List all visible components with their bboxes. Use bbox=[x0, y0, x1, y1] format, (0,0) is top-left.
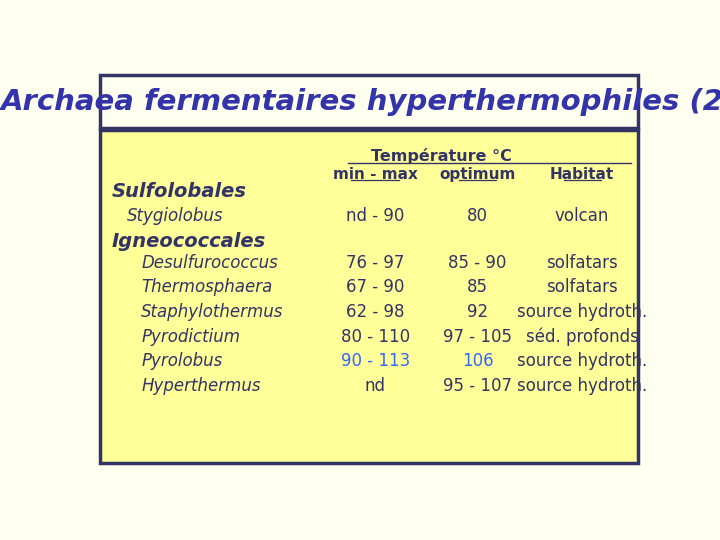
Text: min - max: min - max bbox=[333, 167, 418, 181]
Text: Stygiolobus: Stygiolobus bbox=[127, 207, 224, 226]
Text: Desulfurococcus: Desulfurococcus bbox=[141, 254, 278, 272]
Text: Habitat: Habitat bbox=[550, 167, 614, 181]
Text: Température °C: Température °C bbox=[372, 147, 513, 164]
Text: Staphylothermus: Staphylothermus bbox=[141, 303, 284, 321]
Text: 85 - 90: 85 - 90 bbox=[449, 254, 507, 272]
Text: 80 - 110: 80 - 110 bbox=[341, 328, 410, 346]
Text: 76 - 97: 76 - 97 bbox=[346, 254, 405, 272]
Text: Igneococcales: Igneococcales bbox=[112, 232, 266, 251]
Text: nd - 90: nd - 90 bbox=[346, 207, 405, 226]
Text: 92: 92 bbox=[467, 303, 488, 321]
Text: source hydroth.: source hydroth. bbox=[517, 352, 647, 370]
Text: séd. profonds: séd. profonds bbox=[526, 327, 639, 346]
Text: 97 - 105: 97 - 105 bbox=[443, 328, 512, 346]
Text: 67 - 90: 67 - 90 bbox=[346, 278, 405, 296]
Text: 80: 80 bbox=[467, 207, 488, 226]
Text: Thermosphaera: Thermosphaera bbox=[141, 278, 273, 296]
Text: 90 - 113: 90 - 113 bbox=[341, 352, 410, 370]
FancyBboxPatch shape bbox=[100, 130, 638, 463]
Text: 95 - 107: 95 - 107 bbox=[443, 377, 512, 395]
Text: Pyrodictium: Pyrodictium bbox=[141, 328, 240, 346]
Text: source hydroth.: source hydroth. bbox=[517, 303, 647, 321]
Text: Pyrolobus: Pyrolobus bbox=[141, 352, 222, 370]
Text: volcan: volcan bbox=[555, 207, 609, 226]
Text: 106: 106 bbox=[462, 352, 493, 370]
Text: Sulfolobales: Sulfolobales bbox=[112, 183, 247, 201]
Text: solfatars: solfatars bbox=[546, 278, 618, 296]
Text: nd: nd bbox=[365, 377, 386, 395]
Text: optimum: optimum bbox=[439, 167, 516, 181]
Text: Archaea fermentaires hyperthermophiles (2): Archaea fermentaires hyperthermophiles (… bbox=[1, 88, 720, 116]
Text: Hyperthermus: Hyperthermus bbox=[141, 377, 261, 395]
Text: solfatars: solfatars bbox=[546, 254, 618, 272]
Text: 85: 85 bbox=[467, 278, 488, 296]
Text: source hydroth.: source hydroth. bbox=[517, 377, 647, 395]
FancyBboxPatch shape bbox=[100, 75, 638, 128]
Text: 62 - 98: 62 - 98 bbox=[346, 303, 405, 321]
